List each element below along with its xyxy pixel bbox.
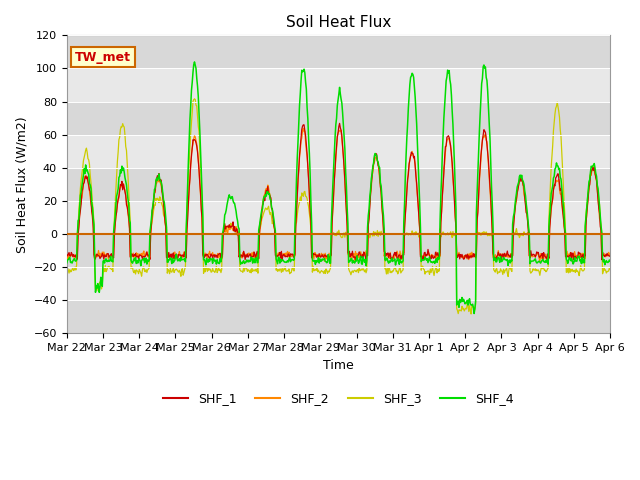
- SHF_4: [421, 254, 429, 260]
- SHF_4: [470, 311, 478, 316]
- SHF_1: [421, 250, 429, 255]
- SHF_4: [184, 180, 191, 185]
- SHF_1: [63, 252, 70, 257]
- X-axis label: Time: Time: [323, 359, 354, 372]
- SHF_2: [300, 126, 307, 132]
- Bar: [67, 267, 610, 300]
- SHF_1: [184, 216, 191, 221]
- SHF_2: [351, 258, 358, 264]
- Bar: [67, 69, 610, 102]
- SHF_3: [467, 311, 475, 317]
- SHF_1: [405, 161, 413, 167]
- SHF_3: [405, 231, 413, 237]
- SHF_2: [63, 252, 70, 258]
- Bar: [67, 135, 610, 168]
- Bar: [67, 36, 610, 69]
- SHF_2: [422, 252, 429, 258]
- SHF_1: [129, 252, 136, 258]
- Y-axis label: Soil Heat Flux (W/m2): Soil Heat Flux (W/m2): [15, 116, 28, 252]
- SHF_4: [73, 257, 81, 263]
- SHF_2: [184, 209, 191, 215]
- SHF_4: [129, 260, 136, 266]
- Legend: SHF_1, SHF_2, SHF_3, SHF_4: SHF_1, SHF_2, SHF_3, SHF_4: [158, 387, 519, 410]
- SHF_3: [421, 271, 429, 277]
- SHF_4: [606, 258, 614, 264]
- SHF_2: [606, 251, 614, 257]
- Bar: [67, 102, 610, 135]
- SHF_1: [606, 253, 614, 259]
- SHF_3: [606, 266, 614, 272]
- SHF_3: [213, 270, 221, 276]
- SHF_1: [336, 120, 344, 126]
- SHF_4: [63, 260, 70, 265]
- Line: SHF_3: SHF_3: [67, 99, 610, 314]
- Title: Soil Heat Flux: Soil Heat Flux: [286, 15, 391, 30]
- SHF_2: [73, 256, 81, 262]
- Bar: [67, 234, 610, 267]
- SHF_1: [73, 256, 81, 262]
- SHF_4: [191, 59, 198, 65]
- Bar: [67, 201, 610, 234]
- Bar: [67, 300, 610, 334]
- SHF_2: [129, 253, 136, 259]
- Line: SHF_2: SHF_2: [67, 129, 610, 261]
- SHF_2: [212, 253, 220, 259]
- SHF_1: [568, 258, 575, 264]
- Bar: [67, 168, 610, 201]
- SHF_2: [406, 157, 413, 163]
- SHF_3: [191, 96, 198, 102]
- Text: TW_met: TW_met: [75, 51, 131, 64]
- SHF_1: [212, 252, 220, 258]
- SHF_4: [213, 257, 221, 263]
- SHF_3: [129, 264, 136, 270]
- SHF_3: [73, 263, 81, 268]
- SHF_3: [63, 266, 70, 272]
- SHF_3: [184, 191, 191, 197]
- Line: SHF_4: SHF_4: [67, 62, 610, 313]
- SHF_4: [405, 93, 413, 98]
- Line: SHF_1: SHF_1: [67, 123, 610, 261]
